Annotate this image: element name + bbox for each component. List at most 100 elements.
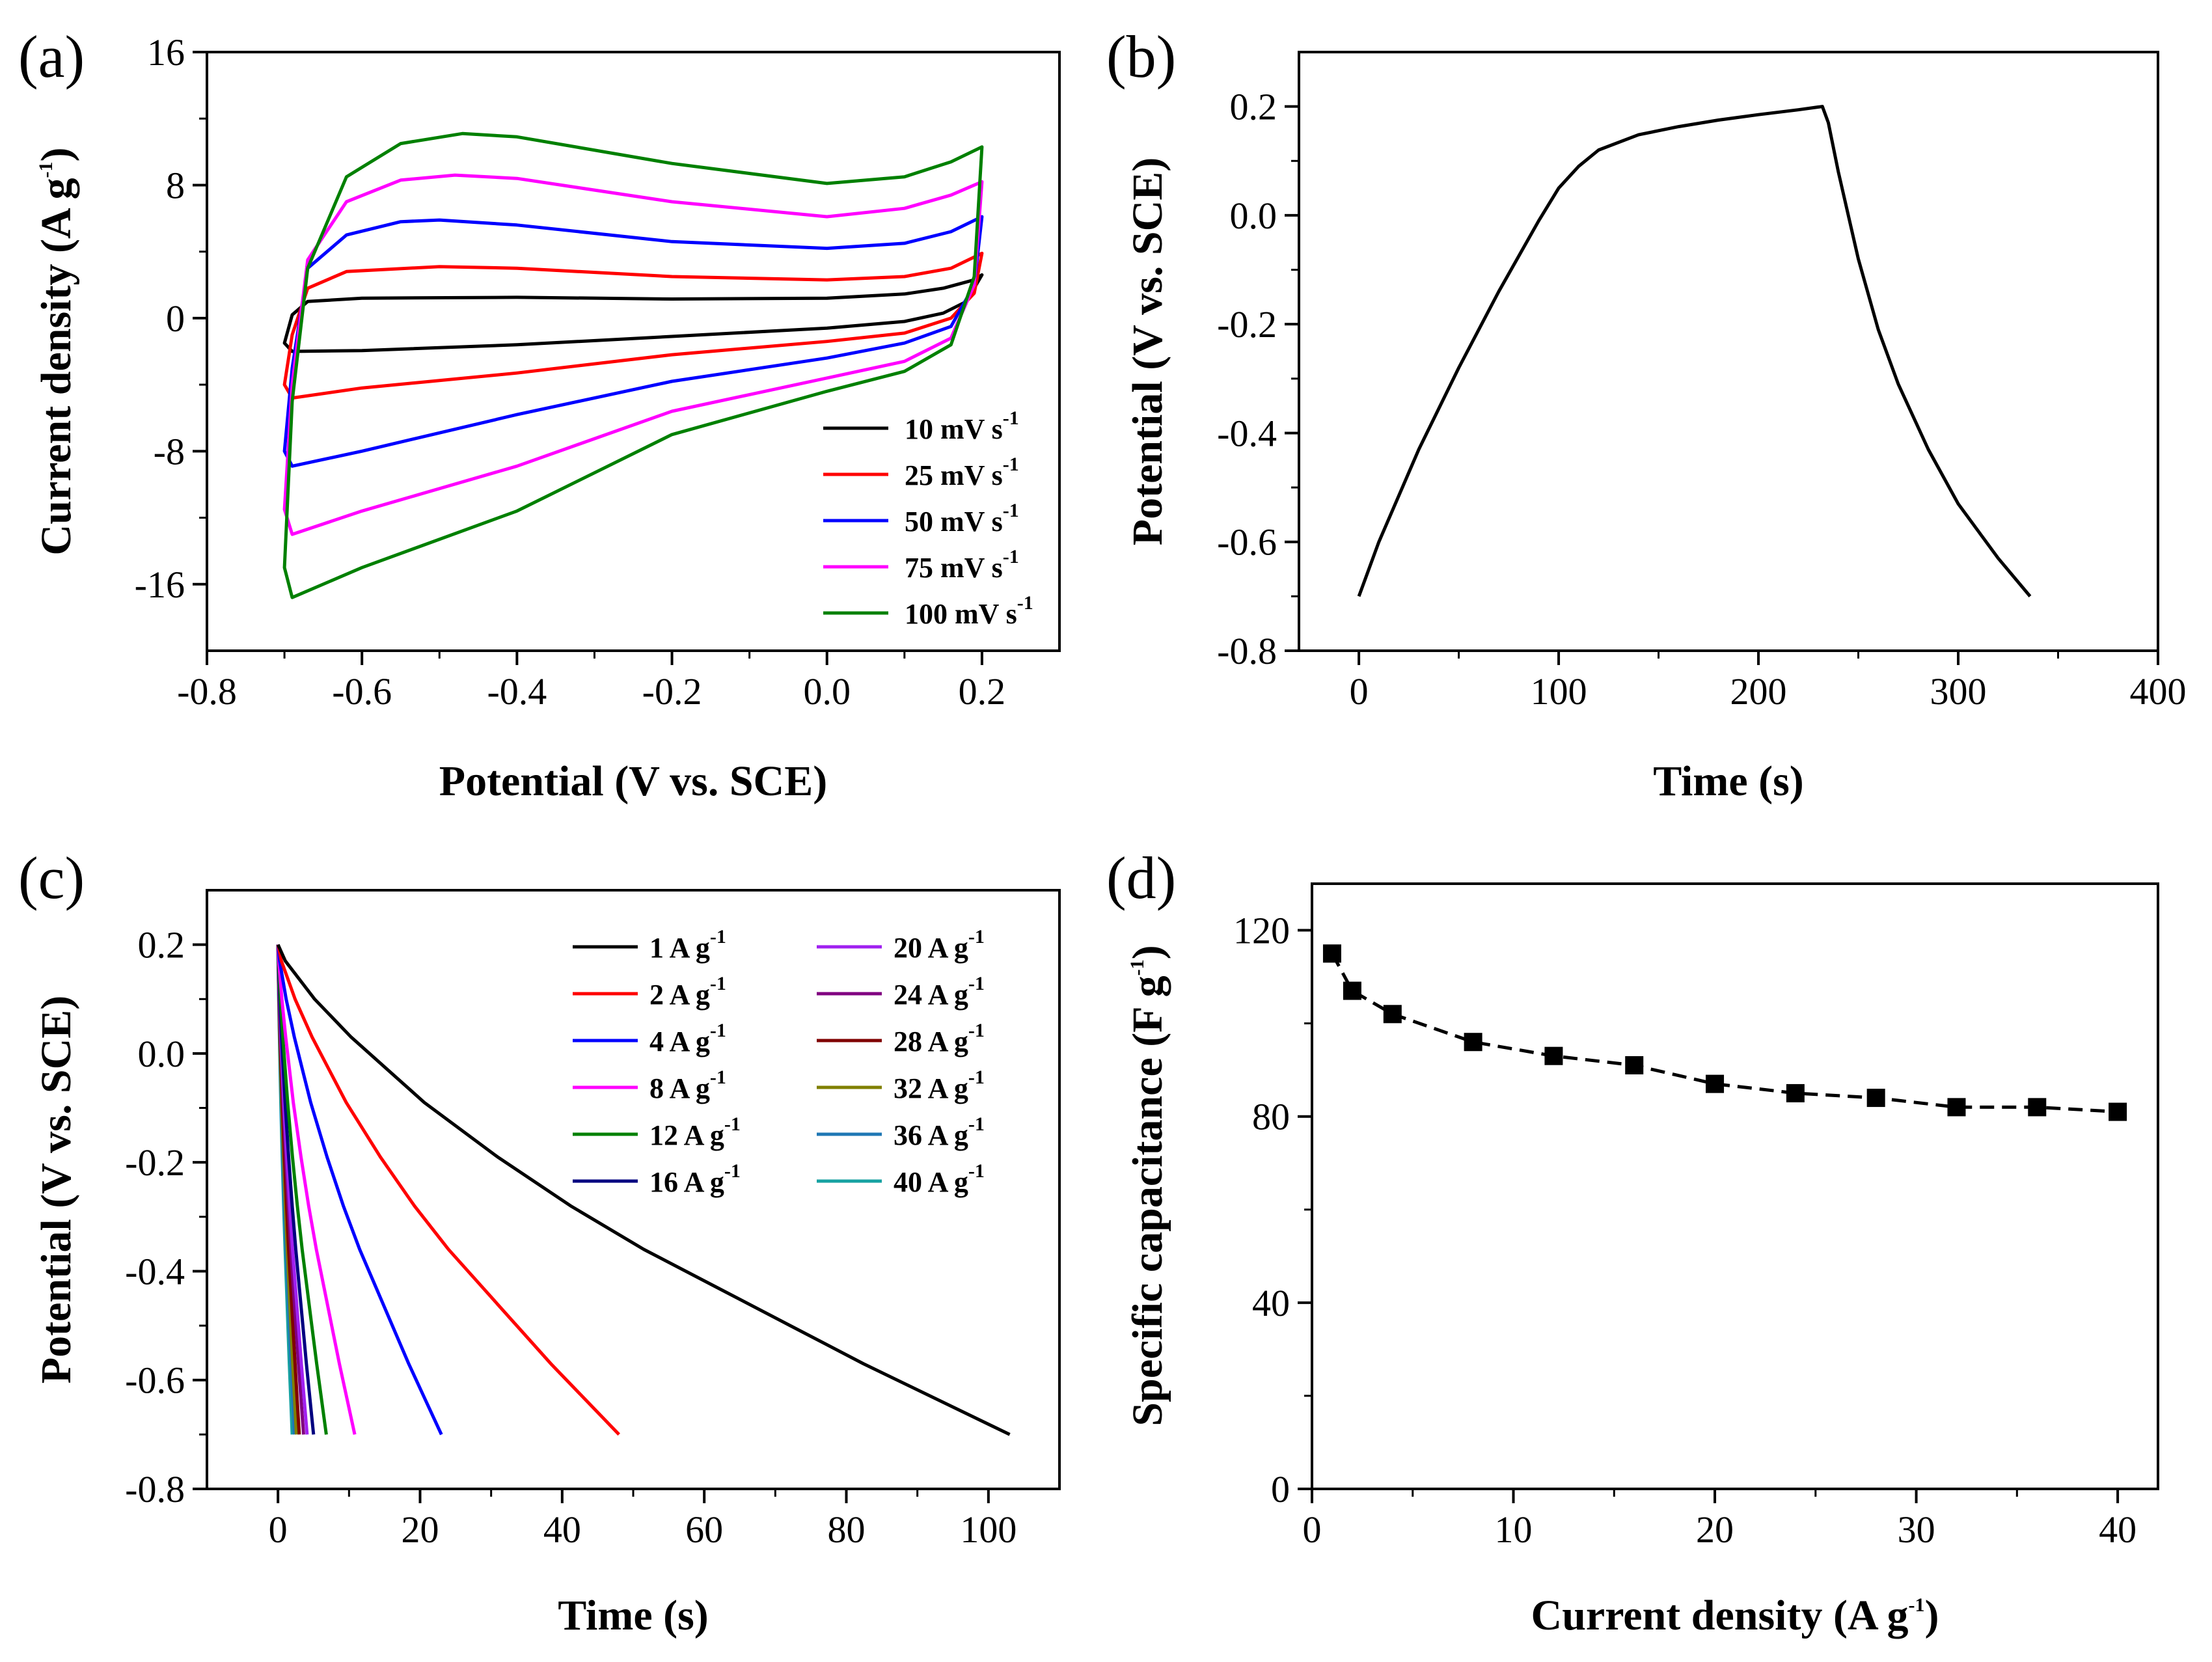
panel-d-label: (d) <box>1106 845 1176 911</box>
legend-label-c-sup: -1 <box>710 926 726 947</box>
panel-d-xtick-label: 20 <box>1696 1508 1734 1551</box>
legend-label-c-8: 28 A g-1 <box>894 1020 985 1057</box>
panel-b-ticks: 0 100 200 300 400 -0.8 -0.6 -0.4 -0.2 0.0 0.2 <box>1217 86 2186 713</box>
capacitance-point-11 <box>2109 1102 2127 1121</box>
panel-a-xtick-label: 0.2 <box>959 670 1006 713</box>
legend-label-c-5: 16 A g-1 <box>649 1160 741 1198</box>
legend-label-c-sup: -1 <box>968 1067 985 1088</box>
legend-label-c-main: 8 A g <box>649 1072 710 1104</box>
legend-label-c-4: 12 A g-1 <box>649 1113 741 1151</box>
capacitance-point-9 <box>1947 1098 1966 1117</box>
legend-label-a-main: 10 mV s <box>905 413 1003 445</box>
panel-c-xtick-label: 40 <box>543 1508 581 1551</box>
legend-label-a-main: 75 mV s <box>905 552 1003 584</box>
capacitance-point-4 <box>1544 1046 1563 1065</box>
panel-b-ytick-label: -0.6 <box>1217 521 1277 564</box>
legend-label-c-main: 1 A g <box>649 932 710 964</box>
panel-c-ytick-label: -0.8 <box>125 1468 185 1510</box>
cv-curve-0 <box>282 273 984 353</box>
panel-d-ylabel-end: ) <box>1124 945 1171 959</box>
capacitance-point-0 <box>1322 944 1341 963</box>
legend-label-c-main: 40 A g <box>894 1166 968 1198</box>
legend-label-c-main: 4 A g <box>649 1026 710 1057</box>
legend-label-c-7: 24 A g-1 <box>894 973 985 1011</box>
cv-curve-1 <box>282 251 984 400</box>
legend-label-c-main: 2 A g <box>649 979 710 1011</box>
panel-d-ytick-label: 0 <box>1271 1468 1290 1510</box>
panel-d-series <box>1322 944 2127 1121</box>
panel-a-ylabel: Current density (A g-1) <box>33 148 80 556</box>
discharge-curve-4 <box>276 944 328 1435</box>
panel-c-ytick-label: -0.4 <box>125 1250 185 1292</box>
legend-label-a-2: 50 mV s-1 <box>905 500 1019 538</box>
legend-label-c-sup: -1 <box>724 1160 741 1182</box>
panel-c-xlabel: Time (s) <box>558 1592 709 1639</box>
panel-b-xlabel: Time (s) <box>1653 757 1804 805</box>
panel-d-capacitance-plot: (d) 0 10 20 30 40 0 40 80 120 Current density (A… <box>1106 845 2159 1639</box>
panel-c-ticks: 0 20 40 60 80 100 -0.8 -0.6 -0.4 -0.2 0.0 0.2 <box>125 924 1017 1551</box>
panel-b-xtick-label: 400 <box>2130 670 2187 713</box>
panel-d-xtick-label: 40 <box>2099 1508 2137 1551</box>
legend-label-c-main: 24 A g <box>894 979 968 1011</box>
legend-label-c-main: 32 A g <box>894 1072 968 1104</box>
panel-c-label: (c) <box>18 845 85 911</box>
panel-b-frame <box>1298 51 2159 652</box>
legend-label-c-sup: -1 <box>710 1067 726 1088</box>
capacitance-point-7 <box>1786 1083 1805 1102</box>
legend-label-c-sup: -1 <box>710 1020 726 1041</box>
panel-a-xlabel: Potential (V vs. SCE) <box>439 757 827 805</box>
panel-c-xtick-label: 100 <box>960 1508 1017 1551</box>
legend-label-a-sup: -1 <box>1003 407 1019 429</box>
panel-a-xtick-label: -0.2 <box>642 670 702 713</box>
legend-label-a-sup: -1 <box>1003 546 1019 567</box>
capacitance-point-2 <box>1383 1005 1402 1024</box>
panel-c-ylabel: Potential (V vs. SCE) <box>33 996 80 1383</box>
panel-b-series <box>1357 105 2032 598</box>
panel-b-gcd-plot: (b) 0 100 200 300 400-0.8-0.6-0.4-0.20.00.2 … <box>1106 23 2187 805</box>
panel-c-ytick-label: -0.2 <box>125 1141 185 1184</box>
panel-b-xtick-label: 300 <box>1930 670 1987 713</box>
discharge-curve-2 <box>276 944 443 1436</box>
panel-d-ticks: 0 10 20 30 40 0 40 80 120 <box>1233 910 2137 1551</box>
legend-label-c-6: 20 A g-1 <box>894 926 985 964</box>
panel-d-ytick-label: 80 <box>1252 1096 1290 1138</box>
panel-a-xtick-label: 0.0 <box>803 670 851 713</box>
panel-a-legend: 10 mV s-125 mV s-150 mV s-175 mV s-1100 … <box>823 407 1033 630</box>
legend-label-c-sup: -1 <box>968 1113 985 1135</box>
panel-c-discharge-plot: (c) 0 20 40 60 80 100 -0.8 -0.6 -0.4 -0.2 0.0 0.2 T… <box>18 845 1061 1639</box>
legend-label-a-sup: -1 <box>1003 454 1019 475</box>
panel-a-xtick-label: -0.4 <box>487 670 547 713</box>
legend-label-c-sup: -1 <box>968 1160 985 1182</box>
legend-label-c-3: 8 A g-1 <box>649 1067 726 1104</box>
panel-b-xtick-label: 0 <box>1350 670 1369 713</box>
legend-label-c-main: 28 A g <box>894 1026 968 1057</box>
panel-a-cv-plot: (a) -0.8 -0.6 -0.4 -0.2 0.0 0.2 -16 -8 0 8 16 Pote… <box>18 23 1061 805</box>
panel-a-xtick-label: -0.8 <box>177 670 237 713</box>
legend-label-a-0: 10 mV s-1 <box>905 407 1019 445</box>
panel-c-legend: 1 A g-12 A g-14 A g-18 A g-112 A g-116 A… <box>573 926 985 1198</box>
legend-label-c-10: 36 A g-1 <box>894 1113 985 1151</box>
panel-d-xlabel-main: Current density (A g <box>1531 1592 1909 1639</box>
legend-label-c-main: 20 A g <box>894 932 968 964</box>
panel-d-xlabel-end: ) <box>1924 1592 1939 1639</box>
capacitance-point-3 <box>1464 1033 1482 1052</box>
panel-d-xtick-label: 30 <box>1898 1508 1935 1551</box>
legend-label-c-sup: -1 <box>710 973 726 994</box>
panel-c-xtick-label: 80 <box>828 1508 866 1551</box>
panel-a-label: (a) <box>18 23 85 90</box>
discharge-curve-3 <box>276 944 357 1435</box>
legend-label-a-main: 25 mV s <box>905 459 1003 491</box>
panel-c-ytick-label: 0.0 <box>138 1033 185 1075</box>
panel-c-series <box>276 944 1011 1436</box>
panel-b-ylabel: Potential (V vs. SCE) <box>1124 157 1171 545</box>
capacitance-line <box>1330 953 2118 1113</box>
panel-c-xtick-label: 60 <box>685 1508 723 1551</box>
panel-c-frame <box>206 889 1061 1490</box>
panel-d-ylabel: Specific capacitance (F g-1) <box>1124 945 1171 1426</box>
panel-a-ylabel-sup: -1 <box>35 162 57 178</box>
discharge-curve-0 <box>276 944 1011 1436</box>
legend-label-a-1: 25 mV s-1 <box>905 454 1019 491</box>
panel-b-ytick-label: 0.0 <box>1230 195 1277 237</box>
panel-c-xtick-label: 0 <box>269 1508 288 1551</box>
